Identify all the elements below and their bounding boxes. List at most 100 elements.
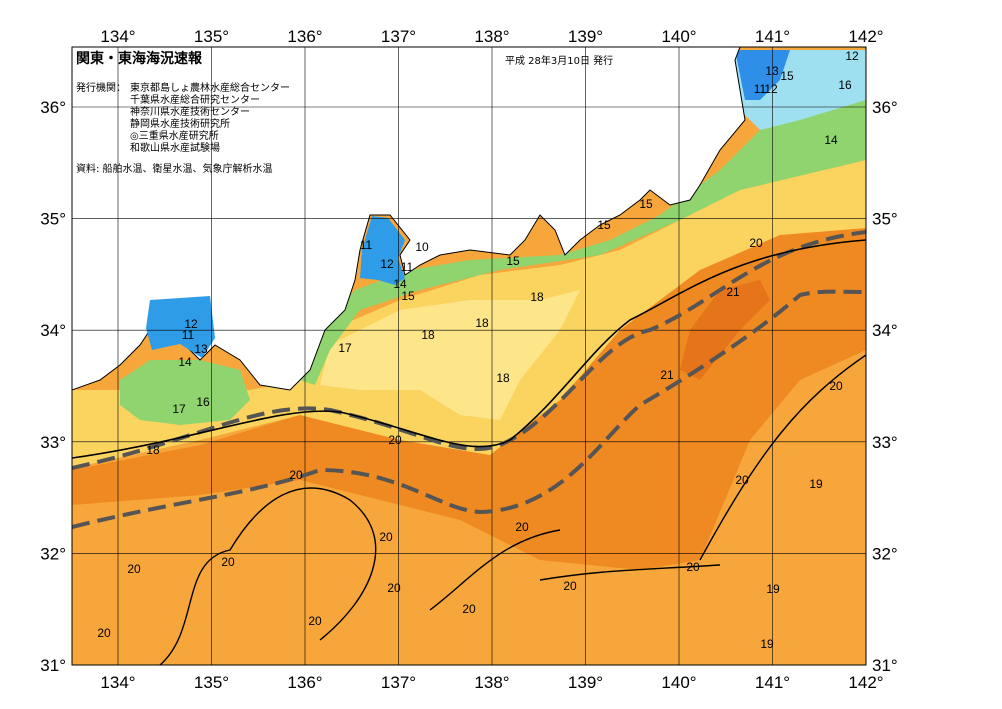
contour-label: 15 <box>639 197 653 211</box>
issuer: ◎三重県水産研究所 <box>130 129 219 142</box>
latitude-label: 36° <box>872 98 898 117</box>
contour-label: 11 <box>401 260 414 274</box>
longitude-label: 142° <box>848 673 883 692</box>
contour-label: 17 <box>172 402 186 416</box>
contour-label: 19 <box>809 477 823 491</box>
kuroshio-axis <box>72 230 866 470</box>
contour-label: 11 <box>182 328 195 342</box>
longitude-label: 139° <box>568 27 603 46</box>
issuer-label: 発行機関： <box>76 81 126 94</box>
contour-label: 18 <box>146 443 160 457</box>
issuer: 神奈川県水産技術センター <box>130 105 250 118</box>
longitude-label: 134° <box>100 27 135 46</box>
green-water <box>120 360 250 425</box>
contour-label: 19 <box>760 637 774 651</box>
contour-label: 16 <box>838 78 852 92</box>
longitude-label: 140° <box>661 27 696 46</box>
contour-label: 16 <box>196 395 210 409</box>
contour-label: 21 <box>660 368 674 382</box>
contour-label: 20 <box>686 560 700 574</box>
longitude-label: 135° <box>194 673 229 692</box>
longitude-label: 140° <box>661 673 696 692</box>
isotherm <box>159 354 866 665</box>
latitude-label: 35° <box>40 210 66 229</box>
longitude-label: 136° <box>287 27 322 46</box>
contour-label: 19 <box>766 582 780 596</box>
contour-label: 20 <box>749 236 763 250</box>
contour-label: 15 <box>506 254 520 268</box>
graticule <box>72 47 866 665</box>
contour-label: 20 <box>127 562 141 576</box>
longitude-label: 141° <box>755 27 790 46</box>
contour-label: 14 <box>178 355 192 369</box>
contour-label: 20 <box>735 473 749 487</box>
header-panel <box>72 47 322 177</box>
contour-label: 20 <box>462 602 476 616</box>
longitude-label: 136° <box>287 673 322 692</box>
contour-label: 20 <box>221 555 235 569</box>
latitude-label: 31° <box>872 656 898 675</box>
contour-label: 20 <box>388 433 402 447</box>
contour-label: 20 <box>387 581 401 595</box>
longitude-label: 139° <box>568 673 603 692</box>
contour-label: 14 <box>393 277 407 291</box>
map-area <box>72 47 866 665</box>
contour-label: 10 <box>415 240 429 254</box>
contour-label: 18 <box>496 371 510 385</box>
source: 資料: 船舶水温、衛星水温、気象庁解析水温 <box>76 162 273 175</box>
issuer-list: 東京都島しょ農林水産総合センター千葉県水産総合研究センター神奈川県水産技術センタ… <box>130 81 290 154</box>
longitude-label: 135° <box>194 27 229 46</box>
contour-label: 20 <box>829 379 843 393</box>
contour-label: 15 <box>597 218 611 232</box>
contour-label: 21 <box>726 285 740 299</box>
contour-label: 20 <box>515 520 529 534</box>
latitude-label: 31° <box>40 656 66 675</box>
green-water <box>300 100 866 385</box>
contour-label: 12 <box>184 317 198 331</box>
contour-label: 12 <box>764 82 778 96</box>
contour-label: 13 <box>765 64 779 78</box>
contour-label: 20 <box>379 530 393 544</box>
contour-label: 11 <box>754 82 767 96</box>
longitude-label: 137° <box>381 673 416 692</box>
contour-label: 15 <box>780 69 794 83</box>
issue-date: 平成 28年3月10日 発行 <box>505 54 613 67</box>
contour-label: 20 <box>308 614 322 628</box>
warm-water <box>72 228 866 570</box>
longitude-label: 134° <box>100 673 135 692</box>
kuroshio-axis <box>72 289 866 529</box>
contour-label: 20 <box>97 626 111 640</box>
longitude-label: 142° <box>848 27 883 46</box>
longitude-label: 138° <box>474 673 509 692</box>
contour-label: 14 <box>824 133 838 147</box>
latitude-label: 34° <box>872 321 898 340</box>
longitude-label: 137° <box>381 27 416 46</box>
latitude-label: 35° <box>872 210 898 229</box>
isotherm <box>72 239 866 459</box>
issuer: 千葉県水産総合研究センター <box>130 93 260 106</box>
latitude-label: 33° <box>872 433 898 452</box>
contour-label: 17 <box>338 341 352 355</box>
issuer: 和歌山県水産試験場 <box>130 141 220 154</box>
latitude-label: 36° <box>40 98 66 117</box>
contour-label: 11 <box>360 238 373 252</box>
contour-label: 18 <box>530 290 544 304</box>
coldest-water <box>735 50 790 100</box>
contour-label: 18 <box>475 316 489 330</box>
longitude-label: 138° <box>474 27 509 46</box>
issuer: 東京都島しょ農林水産総合センター <box>130 81 290 94</box>
latitude-label: 33° <box>40 433 66 452</box>
longitude-label: 141° <box>755 673 790 692</box>
latitude-label: 32° <box>872 544 898 563</box>
map-frame <box>71 46 867 666</box>
contour-label: 13 <box>194 342 208 356</box>
contour-label: 12 <box>845 49 859 63</box>
latitude-label: 32° <box>40 544 66 563</box>
contour-label: 12 <box>380 257 394 271</box>
contour-label: 20 <box>563 579 577 593</box>
contour-label: 18 <box>421 328 435 342</box>
latitude-label: 34° <box>40 321 66 340</box>
coastal-water-light <box>320 290 580 420</box>
